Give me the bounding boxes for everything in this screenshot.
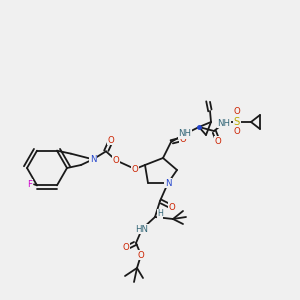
Text: O: O: [123, 244, 129, 253]
Text: O: O: [169, 202, 176, 211]
Text: H: H: [157, 209, 163, 218]
Text: O: O: [138, 250, 144, 260]
Text: S: S: [234, 117, 240, 127]
Text: N: N: [90, 155, 96, 164]
Text: O: O: [132, 164, 138, 173]
Text: HN: HN: [136, 224, 148, 233]
Text: N: N: [165, 178, 171, 188]
Text: O: O: [112, 156, 119, 165]
Text: O: O: [234, 128, 240, 136]
Text: O: O: [214, 136, 221, 146]
Text: O: O: [234, 107, 240, 116]
Text: NH: NH: [218, 118, 230, 127]
Text: O: O: [108, 136, 114, 145]
Text: NH: NH: [178, 130, 191, 139]
Text: F: F: [28, 180, 32, 189]
Text: O: O: [180, 134, 186, 143]
